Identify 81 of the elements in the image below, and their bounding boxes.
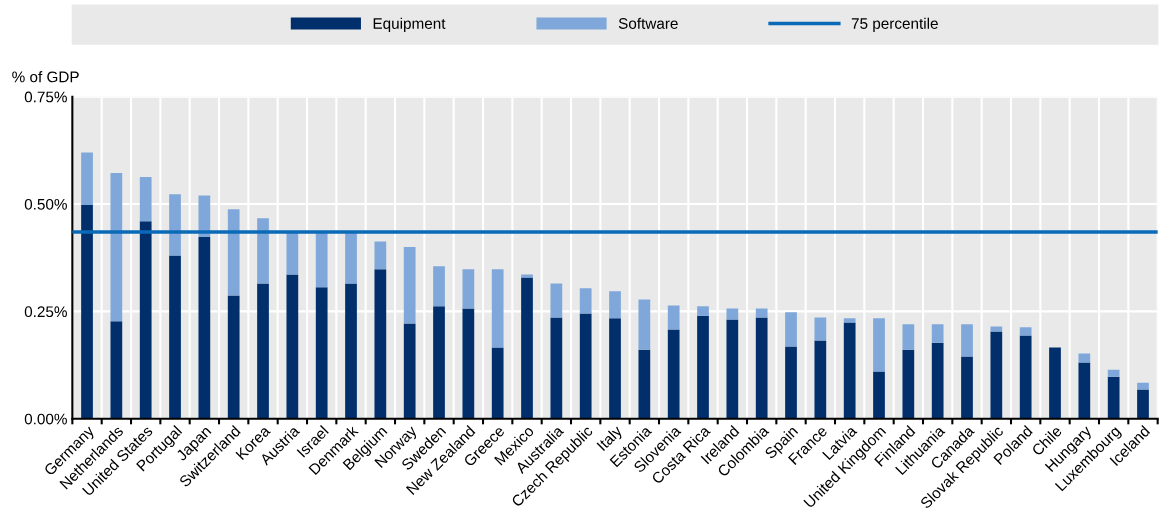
bar	[667, 329, 680, 419]
bar	[726, 319, 739, 419]
bar	[814, 317, 827, 341]
bar	[785, 346, 797, 419]
bar	[345, 231, 357, 284]
bar	[902, 349, 915, 419]
bar	[579, 313, 592, 419]
y-tick-label: 0.75%	[24, 91, 67, 103]
bar	[433, 266, 445, 307]
bar	[931, 324, 944, 343]
bar	[110, 321, 123, 419]
bar	[1107, 369, 1120, 377]
bar	[638, 299, 651, 350]
bar	[374, 269, 387, 419]
bar	[462, 269, 475, 309]
bar	[1078, 362, 1091, 419]
bar	[169, 255, 181, 419]
legend-label: Software	[618, 17, 678, 29]
bar	[491, 347, 504, 419]
bar	[433, 306, 445, 419]
bar	[315, 231, 328, 288]
bar	[550, 317, 563, 419]
bar	[491, 269, 504, 348]
bar	[1049, 347, 1061, 419]
bar	[374, 241, 387, 270]
bar	[227, 209, 240, 296]
bar	[990, 331, 1003, 419]
bar	[257, 218, 269, 284]
bar	[873, 371, 885, 419]
bar	[990, 326, 1003, 332]
bar	[139, 221, 152, 419]
bar	[521, 274, 533, 278]
bar	[315, 287, 328, 419]
bar	[521, 277, 533, 419]
bar	[667, 305, 680, 330]
y-tick-label: 0.00%	[24, 413, 67, 425]
bar	[1137, 382, 1149, 390]
bar	[961, 356, 973, 419]
bar	[638, 349, 651, 419]
bar	[961, 324, 973, 357]
bar	[1107, 376, 1120, 419]
bar	[286, 231, 299, 275]
legend-label: Equipment	[373, 17, 446, 32]
bar	[579, 288, 592, 314]
bar	[755, 317, 768, 419]
bar	[609, 291, 621, 319]
bar	[1078, 353, 1091, 363]
bar	[139, 176, 152, 222]
bar	[609, 318, 621, 419]
bar	[755, 308, 768, 318]
bar	[403, 323, 416, 419]
y-axis-title: % of GDP	[12, 71, 79, 83]
bar	[902, 324, 915, 350]
bar	[81, 204, 93, 419]
bar	[697, 306, 709, 316]
bar	[843, 318, 856, 323]
legend-label: 75 percentile	[851, 17, 938, 32]
y-tick-label: 0.25%	[24, 306, 67, 318]
bar	[843, 322, 856, 419]
bar	[198, 237, 211, 419]
bar	[257, 283, 269, 419]
bar	[814, 340, 827, 419]
bar	[110, 173, 123, 322]
bar	[198, 195, 211, 238]
bar	[697, 315, 709, 419]
bar	[81, 152, 93, 205]
bar	[345, 283, 357, 419]
bar	[785, 312, 797, 347]
bar	[726, 308, 739, 320]
bar	[462, 308, 475, 419]
bar	[1137, 389, 1149, 419]
bar	[227, 295, 240, 419]
bar	[1019, 327, 1032, 336]
y-tick-label: 0.50%	[24, 198, 67, 210]
bar	[550, 283, 563, 318]
bar	[1019, 335, 1032, 419]
bar	[403, 246, 416, 324]
bar	[931, 342, 944, 419]
bar	[286, 274, 299, 419]
bar	[873, 318, 885, 372]
bar	[169, 194, 181, 256]
